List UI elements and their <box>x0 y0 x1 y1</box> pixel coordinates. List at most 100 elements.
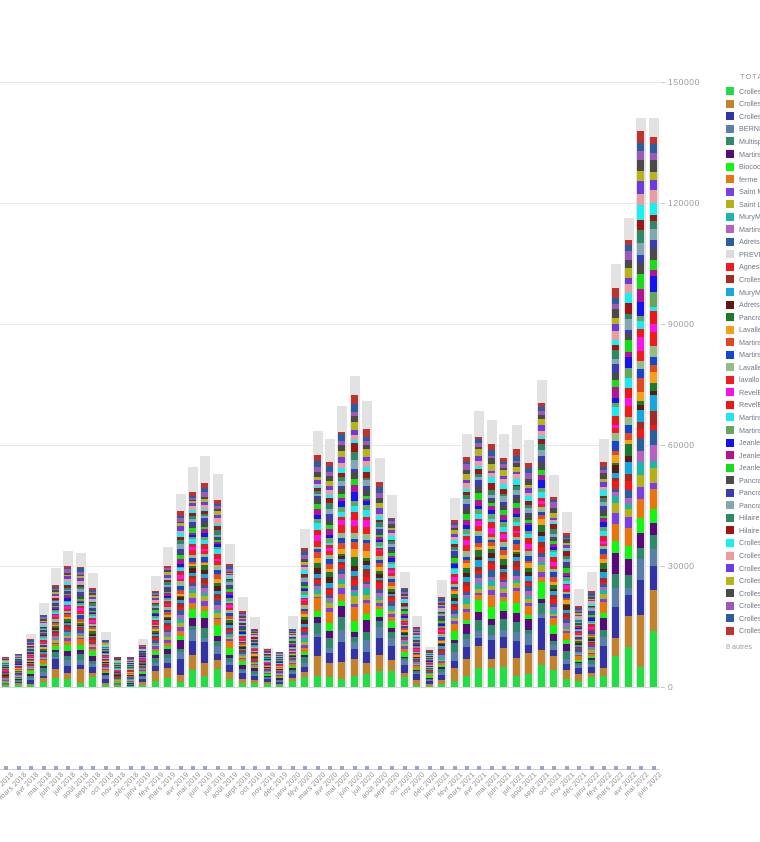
bar-segment[interactable] <box>363 674 371 687</box>
bar-segment[interactable] <box>164 603 172 606</box>
bar-segment[interactable] <box>500 521 508 528</box>
bar-segment[interactable] <box>413 634 421 636</box>
bar-segment[interactable] <box>388 582 396 586</box>
bar-segment[interactable] <box>649 534 657 550</box>
bar-segment[interactable] <box>475 637 483 647</box>
bar-segment[interactable] <box>363 471 371 478</box>
bar-segment[interactable] <box>637 204 645 220</box>
bar-segment[interactable] <box>599 510 607 516</box>
bar-segment[interactable] <box>612 523 620 542</box>
bar-segment[interactable] <box>238 631 246 633</box>
bar-segment[interactable] <box>500 577 508 581</box>
bar-segment[interactable] <box>575 645 583 647</box>
bar-segment[interactable] <box>487 502 495 506</box>
bar-segment[interactable] <box>301 595 309 598</box>
bar-segment[interactable] <box>388 646 396 661</box>
bar-segment[interactable] <box>288 656 296 657</box>
bar-segment[interactable] <box>226 598 234 601</box>
bar-segment[interactable] <box>637 316 645 321</box>
stacked-bar[interactable] <box>612 288 620 687</box>
bar-segment[interactable] <box>276 652 284 654</box>
bar-segment[interactable] <box>126 672 134 674</box>
bar-segment[interactable] <box>487 570 495 577</box>
bar-segment[interactable] <box>550 603 558 607</box>
bar-segment[interactable] <box>288 658 296 660</box>
bar-segment[interactable] <box>126 667 134 669</box>
bar-segment[interactable] <box>375 536 383 540</box>
bar-segment[interactable] <box>2 659 10 660</box>
bar-segment[interactable] <box>425 655 433 656</box>
bar-segment[interactable] <box>251 634 259 636</box>
bar-segment[interactable] <box>388 533 396 536</box>
bar-segment[interactable] <box>438 643 446 647</box>
bar-segment[interactable] <box>624 318 632 331</box>
stacked-bar[interactable] <box>500 457 508 687</box>
bar-segment[interactable] <box>101 666 109 668</box>
bar-segment[interactable] <box>350 485 358 493</box>
bar-segment[interactable] <box>301 608 309 612</box>
bar-segment[interactable] <box>151 680 159 687</box>
bar-segment[interactable] <box>151 608 159 611</box>
bar-segment[interactable] <box>76 618 84 622</box>
bar-segment[interactable] <box>562 622 570 628</box>
bar-segment[interactable] <box>512 569 520 576</box>
bar-segment[interactable] <box>52 627 60 630</box>
bar-segment[interactable] <box>39 622 47 625</box>
bar-segment[interactable] <box>537 418 545 426</box>
bar-segment[interactable] <box>213 597 221 601</box>
bar-segment[interactable] <box>89 667 97 673</box>
bar-segment[interactable] <box>276 662 284 664</box>
bar-segment[interactable] <box>400 605 408 608</box>
bar-segment[interactable] <box>164 667 172 679</box>
bar-segment[interactable] <box>64 569 72 573</box>
bar-segment[interactable] <box>326 547 333 552</box>
bar-segment[interactable] <box>89 611 97 614</box>
bar-segment[interactable] <box>375 522 383 528</box>
bar-segment[interactable] <box>575 643 583 646</box>
bar-segment[interactable] <box>350 549 358 557</box>
bar-segment[interactable] <box>114 663 122 665</box>
bar-segment[interactable] <box>201 491 209 498</box>
bar-segment[interactable] <box>213 609 221 613</box>
bar-segment[interactable] <box>363 602 371 614</box>
bar-segment[interactable] <box>176 619 184 623</box>
bar-segment[interactable] <box>326 588 333 591</box>
bar-segment[interactable] <box>438 683 446 687</box>
bar-segment[interactable] <box>462 623 470 635</box>
bar-segment[interactable] <box>487 509 495 515</box>
bar-segment[interactable] <box>599 645 607 668</box>
bar-segment[interactable] <box>213 594 221 598</box>
bar-segment[interactable] <box>363 569 371 578</box>
bar-segment[interactable] <box>313 455 321 462</box>
bar-segment[interactable] <box>263 652 271 653</box>
bar-segment[interactable] <box>176 681 184 687</box>
bar-segment[interactable] <box>388 544 396 548</box>
bar-segment[interactable] <box>375 616 383 622</box>
bar-segment[interactable] <box>176 553 184 556</box>
bar-segment[interactable] <box>64 672 72 679</box>
bar-segment[interactable] <box>575 622 583 624</box>
bar-segment[interactable] <box>450 520 458 523</box>
bar-segment[interactable] <box>226 607 234 610</box>
bar-segment[interactable] <box>64 567 72 570</box>
bar-segment[interactable] <box>14 654 22 656</box>
bar-segment[interactable] <box>101 646 109 648</box>
bar-segment[interactable] <box>438 630 446 632</box>
bar-segment[interactable] <box>27 652 35 654</box>
bar-column[interactable] <box>150 82 162 687</box>
bar-segment[interactable] <box>2 686 10 687</box>
bar-segment[interactable] <box>487 495 495 498</box>
bar-segment[interactable] <box>226 631 234 635</box>
bar-segment[interactable] <box>64 612 72 615</box>
bar-segment[interactable] <box>76 568 84 572</box>
bar-column[interactable] <box>623 82 635 687</box>
bar-segment[interactable] <box>176 511 184 516</box>
bar-segment[interactable] <box>238 648 246 651</box>
bar-segment[interactable] <box>400 637 408 639</box>
bar-segment[interactable] <box>599 516 607 519</box>
bar-segment[interactable] <box>624 504 632 509</box>
bar-column[interactable] <box>523 82 535 687</box>
bar-segment[interactable] <box>637 219 645 231</box>
bar-segment[interactable] <box>76 571 84 576</box>
bar-segment[interactable] <box>575 619 583 621</box>
